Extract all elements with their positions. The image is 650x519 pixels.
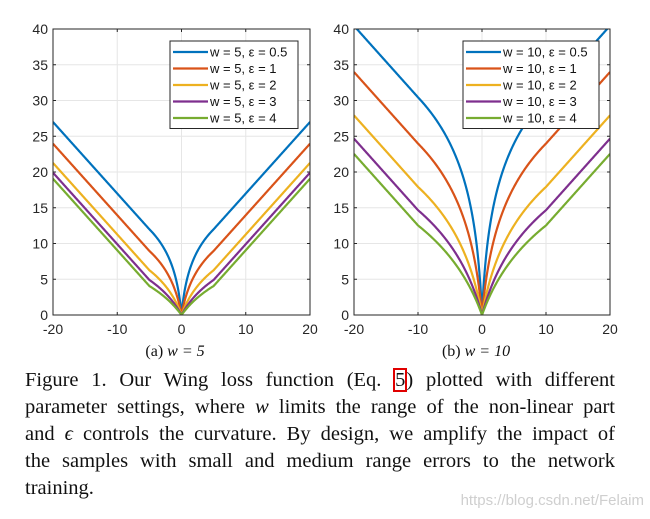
subfigure-prefix: (b) xyxy=(441,343,461,360)
legend-label: w = 5, ε = 2 xyxy=(209,78,277,93)
caption-variable: w xyxy=(255,396,269,418)
caption-line: the samples with small and medium range … xyxy=(25,450,615,472)
subfigure-label-a: (a) w = 5 xyxy=(145,343,204,361)
caption-variable: ϵ xyxy=(64,423,73,445)
y-tick-label: 30 xyxy=(32,93,48,109)
y-tick-label: 20 xyxy=(333,164,349,180)
chart-a: -20 -10 0 10 20 0 5 10 15 20 25 30 35 40 w = 5, ε = 0.… xyxy=(32,21,318,337)
legend: w = 10, ε = 0.5w = 10, ε = 1 w = 10, ε = … xyxy=(462,40,600,129)
axes-box xyxy=(353,28,611,316)
y-tick-label: 25 xyxy=(333,128,349,144)
legend-label: w = 5, ε = 4 xyxy=(209,111,277,126)
x-tick-label: -20 xyxy=(344,321,364,337)
y-tick-label: 15 xyxy=(32,200,48,216)
caption-line: training. xyxy=(25,477,94,499)
y-tick-label: 25 xyxy=(32,128,48,144)
caption-line: parameter settings, where w limits the r… xyxy=(25,394,615,421)
y-tick-label: 30 xyxy=(333,93,349,109)
caption-text: controls the curvature. By design, we am… xyxy=(72,423,615,445)
caption-text: ) plotted with different xyxy=(406,369,616,391)
caption-text: parameter settings, where xyxy=(25,396,256,418)
x-tick-label: -10 xyxy=(408,321,428,337)
subfigure-math: w = 5 xyxy=(167,343,205,360)
legend-label: w = 10, ε = 2 xyxy=(502,78,577,93)
y-tick-label: 40 xyxy=(333,21,349,37)
series-line xyxy=(53,171,310,315)
legend-label: w = 10, ε = 3 xyxy=(502,94,577,109)
y-tick-label: 0 xyxy=(40,307,48,323)
equation-reference-link[interactable]: 5 xyxy=(393,368,408,392)
x-tick-label: 0 xyxy=(178,321,186,337)
series-line xyxy=(53,162,310,315)
series-line xyxy=(53,121,310,315)
y-tick-label: 40 xyxy=(32,21,48,37)
y-tick-label: 15 xyxy=(333,200,349,216)
figure-caption: Figure 1. Our Wing loss function (Eq. 5)… xyxy=(25,367,615,502)
x-tick-label: 0 xyxy=(478,321,486,337)
watermark: https://blog.csdn.net/Felaim xyxy=(460,492,644,509)
legend: w = 5, ε = 0.5w = 5, ε = 1w = 5, ε = 2w … xyxy=(169,40,299,129)
legend-label: w = 10, ε = 0.5 xyxy=(502,45,588,60)
legend-label: w = 5, ε = 0.5 xyxy=(209,45,287,60)
series-line xyxy=(354,114,610,315)
x-tick-label: -10 xyxy=(107,321,127,337)
series-line xyxy=(354,137,610,315)
y-tick-label: 5 xyxy=(341,271,349,287)
figure-plots: -20 -10 0 10 20 0 5 10 15 20 25 30 35 40 w = 5, ε = 0.… xyxy=(32,21,618,337)
axes-box xyxy=(52,28,311,316)
x-tick-label: -20 xyxy=(43,321,63,337)
y-tick-label: 10 xyxy=(32,236,48,252)
series-line xyxy=(53,142,310,315)
y-tick-label: 5 xyxy=(40,271,48,287)
caption-text: and xyxy=(25,423,65,445)
legend-label: w = 5, ε = 3 xyxy=(209,94,277,109)
y-tick-label: 35 xyxy=(32,57,48,73)
series-line xyxy=(53,178,310,315)
caption-line: and ϵ controls the curvature. By design,… xyxy=(25,421,615,448)
x-tick-label: 10 xyxy=(538,321,554,337)
subfigure-label-b: (b) w = 10 xyxy=(442,343,510,361)
x-tick-label: 20 xyxy=(302,321,318,337)
subfigure-math: w = 10 xyxy=(464,343,511,360)
legend-label: w = 10, ε = 1 xyxy=(502,61,577,76)
series-line xyxy=(354,153,610,315)
y-tick-label: 35 xyxy=(333,57,349,73)
legend-label: w = 10, ε = 4 xyxy=(502,111,577,126)
x-tick-label: 20 xyxy=(602,321,618,337)
caption-text: Figure 1. Our Wing loss function (Eq. xyxy=(25,369,395,391)
caption-line: Figure 1. Our Wing loss function (Eq. 5)… xyxy=(25,367,615,394)
y-tick-label: 10 xyxy=(333,236,349,252)
caption-text: limits the range of the non-linear part xyxy=(268,396,615,418)
x-tick-label: 10 xyxy=(238,321,254,337)
y-tick-label: 0 xyxy=(341,307,349,323)
chart-b: -20 -10 0 10 20 0 5 10 15 20 25 30 35 40 w = 10, ε = 0… xyxy=(333,21,618,337)
legend-label: w = 5, ε = 1 xyxy=(209,61,277,76)
subfigure-prefix: (a) xyxy=(145,343,164,360)
y-tick-label: 20 xyxy=(32,164,48,180)
